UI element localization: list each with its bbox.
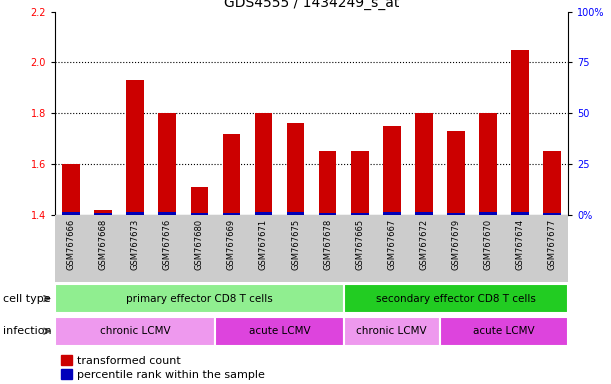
Bar xyxy=(440,317,568,346)
Text: GSM767677: GSM767677 xyxy=(547,218,557,270)
Text: GSM767672: GSM767672 xyxy=(419,218,428,270)
Bar xyxy=(255,113,273,215)
Bar xyxy=(222,134,240,215)
Bar xyxy=(191,213,208,215)
Bar xyxy=(383,126,401,215)
Text: cell type: cell type xyxy=(3,293,51,304)
Bar xyxy=(479,113,497,215)
Bar xyxy=(543,151,561,215)
Text: GSM767679: GSM767679 xyxy=(452,218,461,270)
Text: GSM767675: GSM767675 xyxy=(291,218,300,270)
Title: GDS4555 / 1434249_s_at: GDS4555 / 1434249_s_at xyxy=(224,0,400,10)
Bar xyxy=(319,213,337,215)
Text: GSM767671: GSM767671 xyxy=(259,218,268,270)
Bar xyxy=(351,213,368,215)
Text: acute LCMV: acute LCMV xyxy=(474,326,535,336)
Bar xyxy=(255,212,273,215)
Text: secondary effector CD8 T cells: secondary effector CD8 T cells xyxy=(376,293,536,304)
Text: chronic LCMV: chronic LCMV xyxy=(356,326,427,336)
Bar xyxy=(351,151,368,215)
Bar xyxy=(479,212,497,215)
Legend: transformed count, percentile rank within the sample: transformed count, percentile rank withi… xyxy=(60,355,265,380)
Bar xyxy=(415,212,433,215)
Bar xyxy=(158,212,176,215)
Bar xyxy=(94,213,112,215)
Text: GSM767678: GSM767678 xyxy=(323,218,332,270)
Bar xyxy=(55,317,216,346)
Bar xyxy=(62,164,80,215)
Bar xyxy=(55,284,343,313)
Bar xyxy=(62,212,80,215)
Bar xyxy=(222,213,240,215)
Bar xyxy=(287,124,304,215)
Text: acute LCMV: acute LCMV xyxy=(249,326,310,336)
Text: GSM767665: GSM767665 xyxy=(355,218,364,270)
Bar xyxy=(191,187,208,215)
Bar xyxy=(343,317,440,346)
Bar xyxy=(216,317,343,346)
Bar xyxy=(94,210,112,215)
Bar xyxy=(415,113,433,215)
Bar xyxy=(343,284,568,313)
Bar xyxy=(158,113,176,215)
Bar xyxy=(126,212,144,215)
Text: GSM767670: GSM767670 xyxy=(483,218,492,270)
Text: GSM767680: GSM767680 xyxy=(195,218,204,270)
Bar xyxy=(126,80,144,215)
Bar xyxy=(511,50,529,215)
Text: GSM767676: GSM767676 xyxy=(163,218,172,270)
Bar xyxy=(287,212,304,215)
Text: GSM767669: GSM767669 xyxy=(227,218,236,270)
Bar xyxy=(447,131,465,215)
Bar xyxy=(543,213,561,215)
Bar xyxy=(383,212,401,215)
Text: GSM767667: GSM767667 xyxy=(387,218,397,270)
Bar xyxy=(511,212,529,215)
Bar xyxy=(447,213,465,215)
Bar xyxy=(319,151,337,215)
Text: GSM767668: GSM767668 xyxy=(98,218,108,270)
Text: infection: infection xyxy=(3,326,52,336)
Text: GSM767674: GSM767674 xyxy=(516,218,525,270)
Text: chronic LCMV: chronic LCMV xyxy=(100,326,170,336)
Text: primary effector CD8 T cells: primary effector CD8 T cells xyxy=(126,293,273,304)
Text: GSM767666: GSM767666 xyxy=(67,218,76,270)
Text: GSM767673: GSM767673 xyxy=(131,218,140,270)
